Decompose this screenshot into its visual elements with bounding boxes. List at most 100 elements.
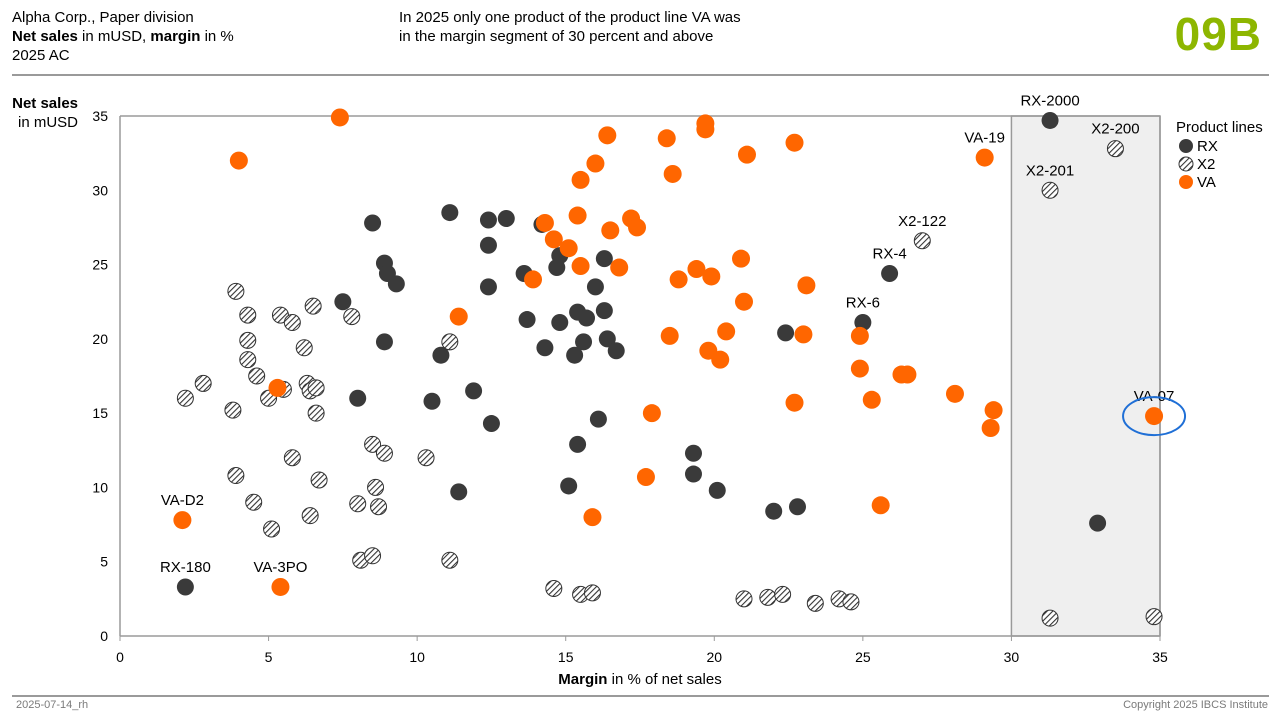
legend-marker-x2 [1178,156,1194,172]
data-point-x2 [364,435,382,453]
data-point-va [696,120,715,139]
data-point-va [898,365,917,384]
data-point-va [794,325,813,344]
data-point-rx [1041,111,1059,129]
x-axis-title: Margin in % of net sales [558,671,721,688]
data-point-rx [569,435,587,453]
x-tick-label: 0 [116,649,124,665]
data-point-va [628,218,647,237]
data-point-va [737,145,756,164]
data-point-rx [465,382,483,400]
data-point-x2 [283,449,301,467]
data-point-x2 [545,579,563,597]
message-line-1: In 2025 only one product of the product … [399,9,741,26]
data-point-rx [334,293,352,311]
message: In 2025 only one product of the product … [399,8,741,46]
data-point-va [544,230,563,249]
legend-title: Product lines [1176,119,1263,136]
data-point-va [735,292,753,311]
data-point-va [975,148,994,167]
data-point-rx [551,314,569,332]
data-point-x2 [343,308,361,326]
data-point-va [850,326,869,345]
company-line: Alpha Corp., Paper division [12,9,194,26]
data-point-x2 [283,314,301,332]
data-point-x2 [301,507,319,525]
data-point-rx [1089,514,1107,532]
header-rule [12,74,1269,76]
data-point-rx [881,264,899,282]
data-point-x2 [583,584,601,602]
data-point-va [850,359,869,378]
data-point-x2 [375,444,393,462]
chart-header: Alpha Corp., Paper division Net sales in… [12,8,234,65]
y-tick-label: 25 [92,257,108,273]
data-point-va [524,270,543,289]
data-point-x2 [1145,608,1163,626]
y-tick-label: 30 [92,182,108,198]
data-point-va [657,129,676,148]
data-point-va [271,577,290,596]
data-point-va [559,239,578,258]
data-point-x2 [239,351,257,369]
data-point-va [1145,407,1164,426]
data-point-x2 [239,331,257,349]
data-point-x2 [307,404,325,422]
data-point-va [785,393,804,412]
data-point-x2 [263,520,281,538]
data-point-rx [578,309,596,327]
data-point-va [785,133,804,152]
legend-label-x2: X2 [1197,156,1215,173]
y-axis-title: Net sales [12,95,78,112]
data-point-x2 [245,493,263,511]
y-axis-unit: in mUSD [18,114,78,131]
data-point-rx [176,578,194,596]
message-line-2: in the margin segment of 30 percent and … [399,28,714,45]
data-point-va [862,390,881,409]
data-point-rx [375,333,393,351]
data-point-va [711,350,730,369]
data-point-rx [423,392,441,410]
y-tick-label: 20 [92,331,108,347]
data-point-va [598,126,617,145]
data-point-rx [589,410,607,428]
y-tick-label: 35 [92,108,108,124]
point-label: X2-122 [898,213,946,230]
legend-marker-va [1179,175,1193,189]
y-tick-label: 15 [92,405,108,421]
footer-copyright: Copyright 2025 IBCS Institute [1123,699,1268,711]
data-point-rx [349,389,367,407]
data-point-x2 [194,374,212,392]
y-tick-label: 10 [92,479,108,495]
data-point-rx [518,311,536,329]
data-point-rx [684,444,702,462]
data-point-rx [777,324,795,342]
data-point-x2 [370,498,388,516]
data-point-x2 [1106,140,1124,158]
data-point-va [330,108,349,127]
x-tick-label: 5 [265,649,273,665]
data-point-rx [560,477,578,495]
point-label: VA-19 [964,130,1005,147]
data-point-va [717,322,736,341]
y-tick-label: 5 [100,554,108,570]
data-point-va [173,511,192,530]
legend-label-rx: RX [1197,138,1218,155]
data-point-va [583,508,602,527]
data-point-va [687,260,706,279]
data-point-va [663,164,682,183]
data-point-x2 [304,297,322,315]
data-point-rx [684,465,702,483]
legend-marker-rx [1179,139,1193,153]
data-point-rx [536,339,554,357]
point-label: X2-201 [1026,162,1074,179]
data-point-x2 [295,339,313,357]
data-point-x2 [227,282,245,300]
data-point-rx [450,483,468,501]
data-point-x2 [759,588,777,606]
measure-line: Net sales in mUSD, margin in % [12,28,234,45]
data-point-va [568,206,587,225]
highlight-ring [1122,396,1187,437]
data-point-va [642,404,661,423]
